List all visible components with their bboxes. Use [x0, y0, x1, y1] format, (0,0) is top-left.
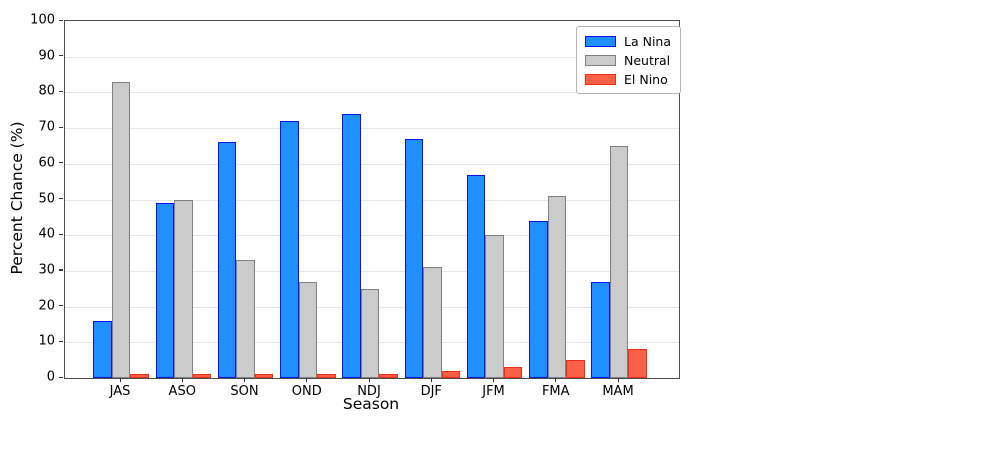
- y-tick-mark: [59, 376, 63, 378]
- x-tick-label: NDJ: [357, 384, 381, 399]
- y-tick-mark: [59, 90, 63, 93]
- bar-neutral-ndj: [360, 288, 380, 378]
- gridline: [65, 56, 679, 58]
- x-tick-label: OND: [291, 384, 322, 399]
- bar-el-nino-jfm: [503, 367, 523, 378]
- bar-la-nina-ndj: [342, 113, 361, 378]
- gridline: [65, 199, 679, 201]
- y-tick-mark: [59, 162, 63, 164]
- bar-el-nino-ond: [317, 374, 336, 378]
- bar-el-nino-fma: [566, 360, 585, 378]
- bar-neutral-mam: [609, 145, 629, 378]
- gridline: [65, 92, 679, 94]
- la-nina-swatch-icon: [585, 35, 616, 47]
- bar-neutral-ond: [298, 281, 317, 378]
- x-tick-mark: [306, 378, 308, 383]
- bar-la-nina-ond: [280, 120, 299, 378]
- gridline: [65, 270, 679, 272]
- legend-item-neutral: Neutral: [585, 52, 671, 68]
- x-tick-label: ASO: [168, 384, 196, 399]
- bar-neutral-aso: [174, 199, 193, 378]
- y-tick-label: 50: [38, 191, 55, 206]
- y-tick-mark: [59, 233, 63, 235]
- gridline: [65, 235, 679, 237]
- x-axis-title: Season: [342, 395, 400, 413]
- x-tick-mark: [617, 378, 619, 383]
- y-tick-label: 60: [38, 155, 55, 171]
- x-tick-label: SON: [230, 384, 259, 399]
- x-tick-mark: [430, 378, 432, 383]
- y-tick-label: 30: [38, 262, 55, 278]
- x-tick-mark: [555, 378, 557, 383]
- y-tick-mark: [59, 198, 63, 200]
- bar-el-nino-son: [254, 374, 274, 378]
- bar-neutral-jas: [111, 81, 131, 378]
- x-tick-mark: [119, 378, 121, 383]
- bar-neutral-jfm: [485, 235, 504, 378]
- gridline: [65, 163, 679, 165]
- y-tick-mark: [59, 305, 63, 307]
- gridline: [65, 128, 679, 130]
- y-tick-label: 100: [30, 12, 55, 28]
- x-tick-mark: [368, 378, 370, 383]
- legend-item-el-nino: El Nino: [585, 71, 671, 87]
- legend: La Nina Neutral El Nino: [576, 26, 682, 94]
- x-tick-label: FMA: [541, 384, 570, 399]
- x-tick-mark: [244, 378, 246, 383]
- bar-la-nina-aso: [155, 203, 174, 378]
- y-tick-mark: [59, 19, 63, 21]
- bar-neutral-djf: [423, 267, 442, 378]
- y-tick-mark: [59, 340, 63, 342]
- bar-el-nino-mam: [628, 349, 647, 378]
- x-tick-label: MAM: [602, 384, 634, 399]
- bar-el-nino-jas: [130, 374, 149, 378]
- bar-el-nino-djf: [441, 370, 460, 378]
- legend-label: La Nina: [624, 33, 672, 49]
- bar-neutral-son: [236, 260, 255, 378]
- bar-la-nina-djf: [404, 138, 423, 378]
- legend-item-la-nina: La Nina: [585, 33, 671, 49]
- bar-la-nina-jfm: [466, 174, 486, 378]
- y-tick-mark: [59, 126, 63, 128]
- y-tick-label: 10: [38, 333, 55, 349]
- legend-label: Neutral: [624, 52, 671, 68]
- y-tick-label: 70: [38, 119, 55, 135]
- legend-label: El Nino: [624, 71, 668, 87]
- x-tick-label: JFM: [482, 384, 505, 399]
- bar-la-nina-mam: [591, 281, 610, 378]
- x-tick-label: DJF: [420, 384, 442, 399]
- y-tick-label: 90: [38, 48, 55, 64]
- bar-la-nina-son: [217, 142, 237, 378]
- y-tick-mark: [59, 269, 63, 271]
- bar-el-nino-aso: [192, 374, 211, 378]
- y-tick-label: 20: [38, 298, 55, 314]
- bar-neutral-fma: [547, 195, 566, 378]
- y-tick-label: 0: [46, 369, 55, 385]
- bar-la-nina-fma: [529, 220, 548, 378]
- y-tick-label: 40: [38, 226, 55, 242]
- y-tick-mark: [59, 55, 63, 57]
- bar-la-nina-jas: [93, 320, 112, 378]
- x-tick-mark: [493, 378, 495, 383]
- neutral-swatch-icon: [585, 54, 616, 66]
- el-nino-swatch-icon: [585, 73, 616, 85]
- x-tick-label: JAS: [109, 384, 131, 399]
- bar-el-nino-ndj: [379, 374, 398, 378]
- y-tick-label: 80: [38, 83, 55, 99]
- x-tick-mark: [181, 378, 183, 383]
